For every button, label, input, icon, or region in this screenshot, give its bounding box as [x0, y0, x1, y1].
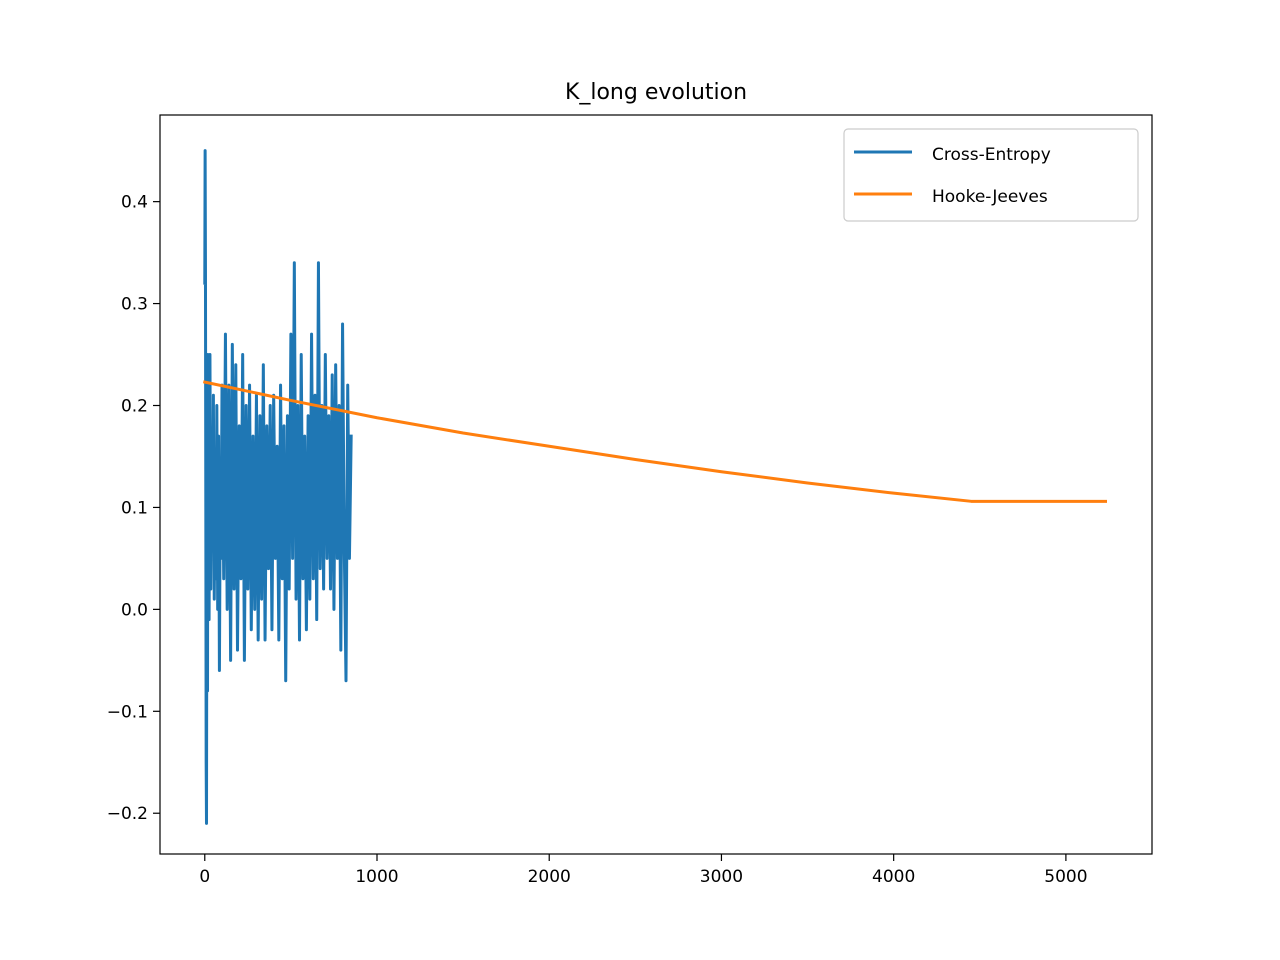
x-tick-label: 3000: [700, 867, 743, 887]
series-layer: [203, 149, 1107, 825]
legend-label-cross-entropy: Cross-Entropy: [932, 145, 1051, 165]
series-line-cross-entropy: [203, 149, 353, 825]
series-line-hooke-jeeves: [203, 380, 1107, 503]
y-tick-label: 0.4: [121, 193, 148, 213]
y-tick-label: −0.1: [107, 702, 148, 722]
y-tick-label: 0.1: [121, 498, 148, 518]
x-tick-label: 4000: [872, 867, 915, 887]
x-axis: 0 1000 2000 3000 4000 5000: [199, 854, 1088, 887]
legend: Cross-Entropy Hooke-Jeeves: [843, 128, 1139, 222]
y-tick-label: −0.2: [107, 804, 148, 824]
legend-box: [843, 128, 1139, 222]
x-tick-label: 2000: [528, 867, 571, 887]
chart-title: K_long evolution: [565, 80, 747, 105]
x-tick-label: 5000: [1044, 867, 1087, 887]
legend-label-hooke-jeeves: Hooke-Jeeves: [932, 187, 1048, 207]
y-tick-label: 0.3: [121, 295, 148, 315]
x-tick-label: 1000: [355, 867, 398, 887]
y-tick-label: 0.0: [121, 600, 148, 620]
x-tick-label: 0: [199, 867, 210, 887]
plot-frame: [159, 114, 1153, 855]
y-axis: −0.2 −0.1 0.0 0.1 0.2 0.3 0.4: [107, 193, 160, 824]
y-tick-label: 0.2: [121, 397, 148, 417]
